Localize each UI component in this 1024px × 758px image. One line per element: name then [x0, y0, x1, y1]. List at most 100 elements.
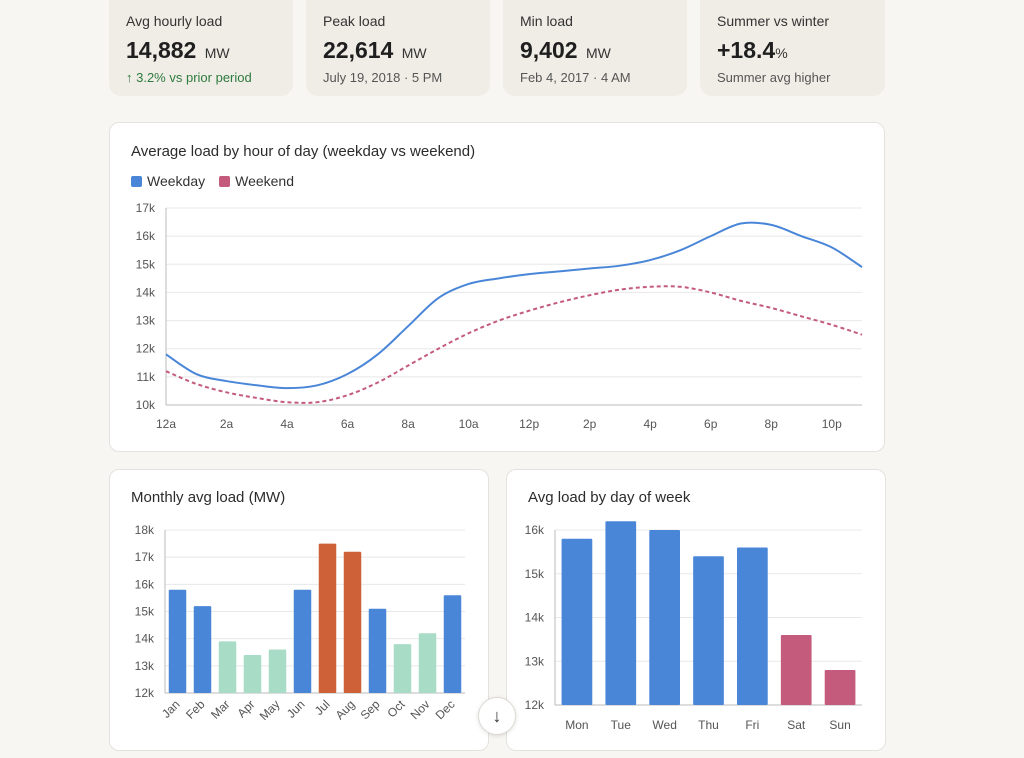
stat-value: 9,402 MW: [520, 37, 670, 66]
stat-value-number: 9,402: [520, 37, 578, 63]
bar-wed: [649, 530, 680, 705]
x-tick-label: Jan: [159, 697, 183, 721]
y-tick-label: 16k: [525, 523, 545, 537]
bar-tue: [605, 521, 637, 705]
x-tick-label: Dec: [433, 697, 458, 722]
legend-label: Weekday: [147, 173, 206, 189]
y-tick-label: 16k: [136, 229, 156, 243]
scroll-down-button[interactable]: ↓: [478, 697, 516, 735]
x-tick-label: Feb: [183, 697, 208, 722]
chart-legend: Weekday Weekend: [131, 173, 308, 189]
hourly-line-chart: 10k 11k 12k 13k 14k 15k 16k 17k 12a 2a 4a 6a 8a 10a 12…: [136, 201, 863, 431]
stat-label: Avg hourly load: [126, 13, 223, 29]
y-tick-label: 14k: [136, 285, 156, 299]
dow-load-panel: Avg load by day of week 12k 13k 14k 15k 16k M…: [506, 469, 886, 751]
x-tick-label: 4p: [643, 417, 657, 431]
x-tick-label: 2p: [583, 417, 597, 431]
x-tick-label: Sep: [358, 697, 383, 722]
bar-fri: [737, 547, 768, 705]
stat-card-min-load: Min load 9,402 MW Feb 4, 2017 · 4 AM: [503, 0, 687, 96]
x-tick-label: 6p: [704, 417, 718, 431]
y-tick-label: 17k: [136, 201, 156, 215]
x-tick-label: 10p: [822, 417, 842, 431]
x-tick-label: Sun: [829, 718, 850, 732]
bar-dec: [443, 595, 462, 693]
legend-item-weekend[interactable]: Weekend: [219, 173, 294, 189]
x-tick-label: Sat: [787, 718, 806, 732]
stat-change: ↑ 3.2% vs prior period: [126, 70, 252, 85]
y-tick-label: 15k: [135, 605, 155, 619]
x-tick-label: Jul: [312, 697, 333, 718]
y-tick-label: 16k: [135, 577, 155, 591]
x-tick-label: 8p: [765, 417, 779, 431]
x-tick-label: Tue: [611, 718, 632, 732]
stat-unit: %: [775, 45, 788, 61]
x-tick-label: 8a: [401, 417, 415, 431]
bar-oct: [393, 644, 412, 693]
x-tick-label: 10a: [459, 417, 479, 431]
dow-bar-chart: 12k 13k 14k 15k 16k Mon Tue Wed Thu Fri Sat Sun: [525, 521, 862, 732]
x-tick-label: 2a: [220, 417, 234, 431]
legend-swatch-weekday: [131, 175, 142, 187]
stat-label: Peak load: [323, 13, 386, 29]
x-tick-label: Nov: [408, 697, 433, 722]
y-tick-label: 13k: [135, 659, 155, 673]
bar-mon: [561, 538, 593, 705]
bar-feb: [193, 606, 212, 693]
stat-label: Min load: [520, 13, 573, 29]
x-tick-label: Aug: [333, 697, 358, 722]
y-tick-label: 14k: [135, 632, 155, 646]
stat-unit: MW: [401, 45, 427, 61]
arrow-down-icon: ↓: [492, 705, 502, 726]
bar-nov: [418, 633, 437, 693]
x-tick-label: May: [257, 697, 283, 723]
stat-subtext: July 19, 2018 · 5 PM: [323, 70, 443, 85]
stat-value: +18.4%: [717, 37, 868, 66]
x-tick-label: Oct: [385, 697, 409, 721]
y-tick-label: 12k: [525, 698, 545, 712]
bar-sep: [368, 608, 387, 693]
x-tick-label: 4a: [280, 417, 294, 431]
stat-card-avg-hourly-load: Avg hourly load 14,882 MW ↑ 3.2% vs prio…: [109, 0, 293, 96]
y-tick-label: 15k: [525, 567, 545, 581]
stat-value: 14,882 MW: [126, 37, 276, 66]
legend-label: Weekend: [235, 173, 295, 189]
x-tick-label: Apr: [235, 697, 258, 720]
chart-title: Avg load by day of week: [528, 489, 691, 506]
series-line-weekend: [165, 285, 863, 404]
stat-subtext: Feb 4, 2017 · 4 AM: [520, 70, 631, 85]
stat-unit: MW: [585, 45, 611, 61]
stat-value-number: 22,614: [323, 37, 394, 63]
y-tick-label: 12k: [136, 342, 156, 356]
bar-thu: [693, 556, 724, 705]
stat-value-number: 14,882: [126, 37, 197, 63]
monthly-load-panel: Monthly avg load (MW) 12k 13k 14k 15k 16k 17k…: [109, 469, 489, 751]
x-tick-label: 12a: [156, 417, 176, 431]
y-tick-label: 12k: [135, 686, 155, 700]
chart-title: Average load by hour of day (weekday vs …: [131, 143, 476, 160]
x-tick-label: Mon: [565, 718, 588, 732]
y-tick-label: 14k: [525, 611, 545, 625]
stat-card-peak-load: Peak load 22,614 MW July 19, 2018 · 5 PM: [306, 0, 490, 96]
stat-value-number: +18.4: [717, 37, 776, 63]
chart-title: Monthly avg load (MW): [131, 489, 286, 506]
y-tick-label: 18k: [135, 523, 155, 537]
y-tick-label: 11k: [137, 370, 156, 384]
x-tick-label: Jun: [284, 697, 308, 721]
stat-value: 22,614 MW: [323, 37, 473, 66]
bar-jun: [293, 589, 312, 693]
y-tick-label: 13k: [525, 654, 545, 668]
bar-jul: [318, 543, 337, 693]
y-tick-label: 13k: [136, 314, 156, 328]
bar-aug: [343, 551, 362, 693]
x-tick-label: Thu: [698, 718, 719, 732]
bar-jan: [168, 589, 187, 693]
bar-apr: [243, 654, 262, 693]
x-tick-label: Wed: [652, 718, 676, 732]
bar-sun: [824, 670, 856, 705]
x-tick-label: 12p: [519, 417, 539, 431]
legend-item-weekday[interactable]: Weekday: [131, 173, 205, 189]
y-tick-label: 15k: [136, 257, 156, 271]
x-tick-label: Mar: [208, 697, 233, 722]
